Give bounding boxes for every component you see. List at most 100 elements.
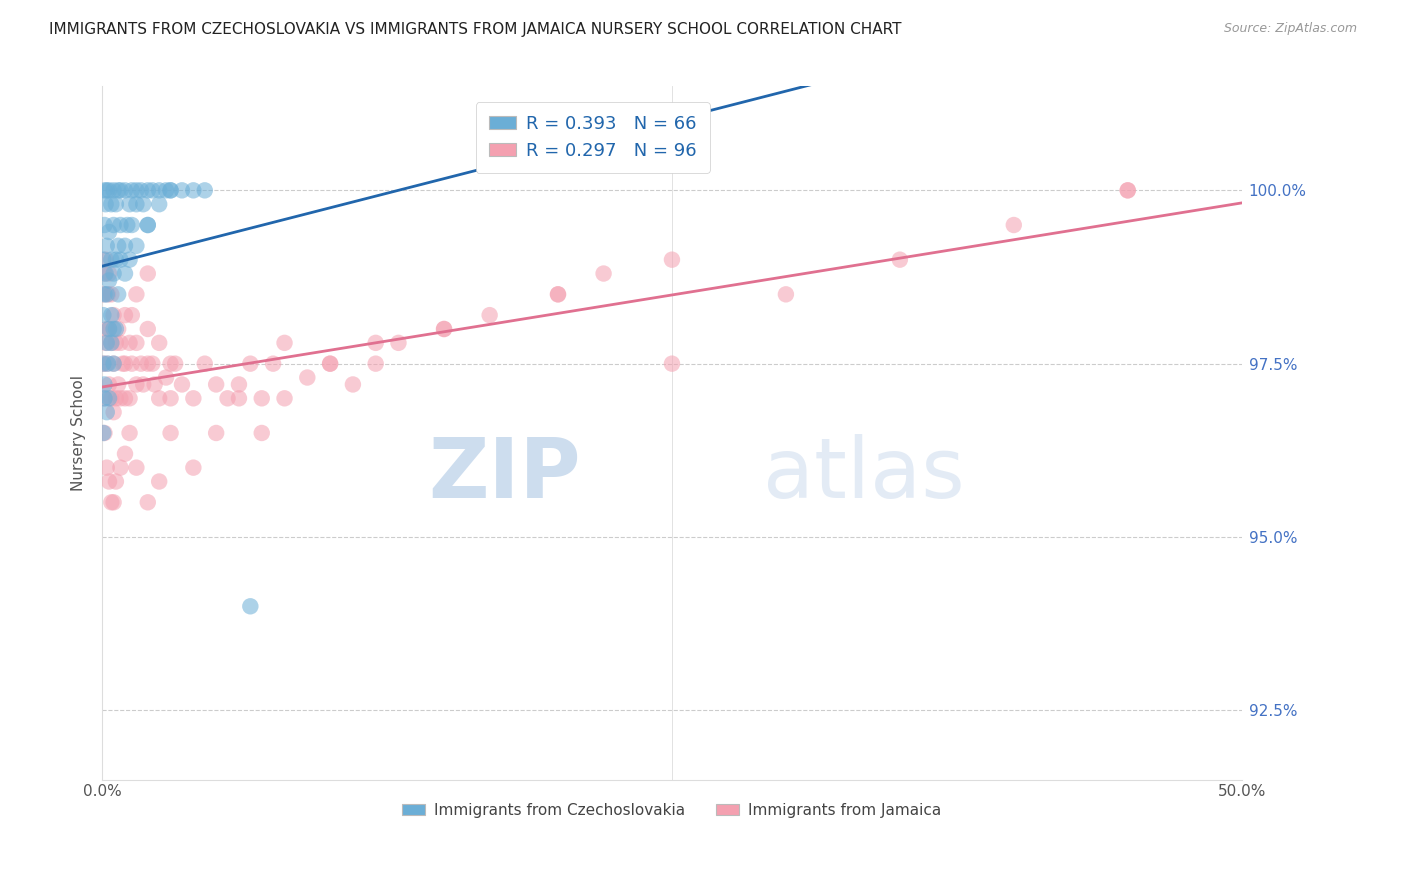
Point: [125, 335, 148, 350]
Y-axis label: Nursery School: Nursery School: [72, 375, 86, 491]
Point: [250, 392, 273, 406]
Point: [159, 183, 181, 197]
Point: [121, 218, 143, 232]
Point: [110, 392, 132, 406]
Text: Source: ZipAtlas.com: Source: ZipAtlas.com: [1223, 22, 1357, 36]
Point: [98, 273, 121, 287]
Point: [125, 287, 148, 301]
Point: [100, 335, 122, 350]
Point: [1116, 183, 1139, 197]
Point: [342, 377, 364, 392]
Point: [114, 392, 136, 406]
Point: [93, 183, 115, 197]
Point: [183, 460, 205, 475]
Point: [1002, 218, 1025, 232]
Point: [183, 392, 205, 406]
Point: [117, 218, 139, 232]
Point: [118, 392, 141, 406]
Point: [103, 357, 125, 371]
Point: [110, 218, 132, 232]
Point: [114, 308, 136, 322]
Point: [93, 392, 115, 406]
Text: IMMIGRANTS FROM CZECHOSLOVAKIA VS IMMIGRANTS FROM JAMAICA NURSERY SCHOOL CORRELA: IMMIGRANTS FROM CZECHOSLOVAKIA VS IMMIGR…: [49, 22, 901, 37]
Point: [547, 287, 569, 301]
Point: [148, 392, 170, 406]
Point: [132, 377, 155, 392]
Point: [387, 335, 409, 350]
Point: [136, 183, 159, 197]
Point: [100, 252, 122, 267]
Text: atlas: atlas: [763, 434, 965, 515]
Point: [433, 322, 456, 336]
Point: [97, 357, 120, 371]
Point: [125, 239, 148, 253]
Point: [98, 225, 121, 239]
Point: [94, 252, 117, 267]
Point: [319, 357, 342, 371]
Point: [100, 335, 122, 350]
Point: [104, 475, 127, 489]
Point: [93, 287, 115, 301]
Point: [125, 377, 148, 392]
Point: [136, 357, 159, 371]
Point: [170, 183, 193, 197]
Point: [547, 287, 569, 301]
Point: [319, 357, 342, 371]
Point: [104, 197, 127, 211]
Point: [478, 308, 501, 322]
Point: [94, 335, 117, 350]
Point: [118, 335, 141, 350]
Point: [107, 322, 129, 336]
Point: [297, 370, 319, 384]
Point: [100, 197, 122, 211]
Point: [93, 425, 115, 440]
Point: [129, 357, 152, 371]
Point: [93, 392, 115, 406]
Point: [98, 322, 121, 336]
Point: [100, 308, 122, 322]
Point: [141, 183, 163, 197]
Point: [110, 252, 132, 267]
Point: [159, 357, 181, 371]
Point: [93, 308, 115, 322]
Point: [104, 335, 127, 350]
Point: [433, 322, 456, 336]
Point: [155, 370, 177, 384]
Point: [132, 197, 155, 211]
Point: [136, 322, 159, 336]
Point: [96, 460, 118, 475]
Point: [114, 183, 136, 197]
Point: [136, 218, 159, 232]
Point: [93, 218, 115, 232]
Point: [1116, 183, 1139, 197]
Point: [159, 183, 181, 197]
Point: [103, 495, 125, 509]
Point: [103, 405, 125, 419]
Point: [136, 495, 159, 509]
Point: [118, 252, 141, 267]
Point: [250, 425, 273, 440]
Point: [125, 183, 148, 197]
Point: [148, 183, 170, 197]
Point: [103, 308, 125, 322]
Point: [262, 357, 284, 371]
Point: [103, 183, 125, 197]
Point: [205, 425, 228, 440]
Point: [183, 183, 205, 197]
Point: [159, 425, 181, 440]
Point: [121, 183, 143, 197]
Point: [125, 197, 148, 211]
Point: [104, 322, 127, 336]
Point: [111, 357, 134, 371]
Text: ZIP: ZIP: [429, 434, 581, 515]
Point: [94, 267, 117, 281]
Point: [103, 357, 125, 371]
Point: [100, 287, 122, 301]
Point: [96, 183, 118, 197]
Point: [148, 335, 170, 350]
Point: [592, 267, 614, 281]
Point: [165, 357, 187, 371]
Point: [364, 357, 387, 371]
Point: [889, 252, 911, 267]
Point: [228, 377, 250, 392]
